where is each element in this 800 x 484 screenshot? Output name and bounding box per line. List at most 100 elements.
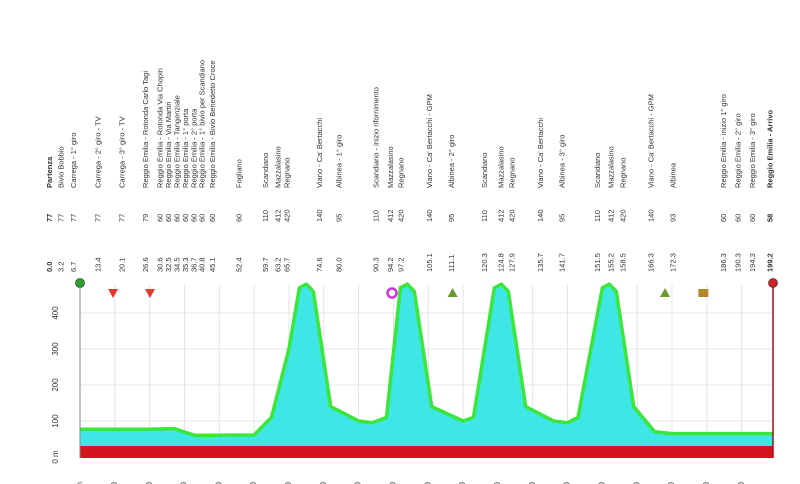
waypoint-name: Albinea - 1° giro xyxy=(334,135,343,188)
x-tick-label: 180 xyxy=(702,481,711,484)
waypoint-name: Reggio Emilia - 2° giro xyxy=(734,113,743,188)
x-tick-label: 80 xyxy=(354,481,363,484)
x-tick-label: 110 xyxy=(458,481,467,484)
waypoint-km: 172.3 xyxy=(668,253,677,272)
waypoint-km: 36.7 xyxy=(189,257,198,272)
waypoint-km: 26.6 xyxy=(141,257,150,272)
marker xyxy=(144,289,155,298)
profile-area xyxy=(80,284,773,446)
waypoint-alt: 140 xyxy=(647,209,656,222)
waypoint-km: 186.3 xyxy=(719,253,728,272)
waypoint-km: 194.3 xyxy=(748,253,757,272)
waypoint-name: Fogliano xyxy=(235,159,244,188)
waypoint-name: Reggio Emilia - 1° bivio per Scandiano xyxy=(198,60,207,188)
waypoint-km: 94.2 xyxy=(386,257,395,272)
x-tick-label: 0 km xyxy=(75,482,84,484)
waypoint-km: 97.2 xyxy=(397,257,406,272)
waypoint-name: Reggio Emilia - 1° porta xyxy=(181,108,190,188)
waypoint-alt: 412 xyxy=(497,209,506,222)
waypoint-km: 30.6 xyxy=(156,257,165,272)
x-tick-label: 10 xyxy=(110,481,119,484)
waypoint-alt: 95 xyxy=(447,214,456,222)
waypoint-km: 158.5 xyxy=(618,253,627,272)
waypoint-name: Reggio Emilia - Tangenziale xyxy=(172,95,181,188)
waypoint-name: Reggio Emilia - Rotonda Via Chopin xyxy=(156,68,165,188)
x-tick-label: 50 xyxy=(249,481,258,484)
x-tick-label: 100 xyxy=(423,481,432,484)
waypoint-alt: 60 xyxy=(235,214,244,222)
waypoint-name: Viano - Ca' Bertacchi - GPM xyxy=(647,94,656,188)
waypoint-alt: 140 xyxy=(315,209,324,222)
y-tick-label: 300 xyxy=(51,342,60,356)
marker xyxy=(386,287,398,299)
waypoint-km: 105.1 xyxy=(425,253,434,272)
waypoint-km: 45.1 xyxy=(208,257,217,272)
waypoint-km: 190.3 xyxy=(734,253,743,272)
waypoint-alt: 110 xyxy=(480,210,489,222)
y-tick-label: 200 xyxy=(51,378,60,392)
waypoint-name: Regnano xyxy=(618,158,627,188)
waypoint-name: Viano - Ca' Bertacchi xyxy=(536,118,545,188)
waypoint-name: Bivio Bobbio xyxy=(57,146,66,188)
waypoint-name: Scandiano xyxy=(480,153,489,188)
waypoint-alt: 420 xyxy=(508,209,517,222)
x-tick-label: 170 xyxy=(667,481,676,484)
waypoint-alt: 412 xyxy=(274,209,283,222)
waypoint-name: Scandiano xyxy=(593,153,602,188)
waypoint-km: 32.5 xyxy=(164,257,173,272)
waypoint-alt: 60 xyxy=(156,214,165,222)
waypoint-name: Reggio Emilia - 2° porta xyxy=(189,108,198,188)
waypoint-alt: 110 xyxy=(593,210,602,222)
x-tick-label: 130 xyxy=(528,481,537,484)
waypoint-name: Reggio Emilia - inizio 1° giro xyxy=(719,94,728,188)
waypoint-km: 0.0 xyxy=(45,262,54,272)
waypoint-alt: 95 xyxy=(334,214,343,222)
x-tick-label: 140 xyxy=(563,481,572,484)
waypoint-alt: 412 xyxy=(386,209,395,222)
waypoint-km: 111.1 xyxy=(447,254,456,272)
waypoint-km: 6.7 xyxy=(69,262,78,272)
waypoint-km: 127.9 xyxy=(508,253,517,272)
x-tick-label: 60 xyxy=(284,481,293,484)
waypoint-km: 120.3 xyxy=(480,253,489,272)
waypoint-name: Viano - Ca' Bertacchi - GPM xyxy=(425,94,434,188)
waypoint-alt: 60 xyxy=(719,214,728,222)
waypoint-name: Albinea - 2° giro xyxy=(447,135,456,188)
marker xyxy=(660,288,671,297)
waypoint-name: Reggio Emilia - Rotonda Carlo Tagi xyxy=(141,71,150,188)
waypoint-name: Scandiano - inizio rifornimento xyxy=(372,87,381,188)
waypoint-km: 124.8 xyxy=(497,253,506,272)
waypoint-alt: 420 xyxy=(618,209,627,222)
waypoint-km: 3.2 xyxy=(57,262,66,272)
waypoint-km: 166.3 xyxy=(647,253,656,272)
waypoint-km: 13.4 xyxy=(93,257,102,272)
waypoint-alt: 93 xyxy=(668,214,677,222)
waypoint-alt: 60 xyxy=(172,214,181,222)
waypoint-name: Viano - Ca' Bertacchi xyxy=(315,118,324,188)
x-tick-label: 150 xyxy=(597,481,606,484)
waypoint-km: 155.2 xyxy=(607,253,616,272)
marker xyxy=(75,278,85,288)
waypoint-name: Carrega - 1° giro xyxy=(69,132,78,188)
waypoint-alt: 110 xyxy=(261,210,270,222)
waypoint-name: Reggio Emilia - Via Martiri xyxy=(164,101,173,188)
x-tick-label: 120 xyxy=(493,481,502,484)
waypoint-name: Regnano xyxy=(283,158,292,188)
waypoint-km: 90.3 xyxy=(372,257,381,272)
waypoint-alt: 60 xyxy=(181,214,190,222)
waypoint-alt: 60 xyxy=(198,214,207,222)
waypoint-km: 151.5 xyxy=(593,253,602,272)
waypoint-km: 63.2 xyxy=(274,257,283,272)
x-tick-label: 20 xyxy=(145,481,154,484)
y-tick-label: 400 xyxy=(51,306,60,320)
waypoint-km: 34.5 xyxy=(172,257,181,272)
waypoint-alt: 140 xyxy=(536,209,545,222)
waypoint-name: Albinea xyxy=(668,162,677,188)
waypoint-name: Reggio Emilia - 3° giro xyxy=(748,113,757,188)
waypoint-name: Partenza xyxy=(45,156,54,188)
waypoint-name: Regnano xyxy=(508,158,517,188)
waypoint-name: Reggio Emilia - Arrivo xyxy=(766,110,775,188)
waypoint-alt: 420 xyxy=(397,209,406,222)
waypoint-alt: 140 xyxy=(425,209,434,222)
